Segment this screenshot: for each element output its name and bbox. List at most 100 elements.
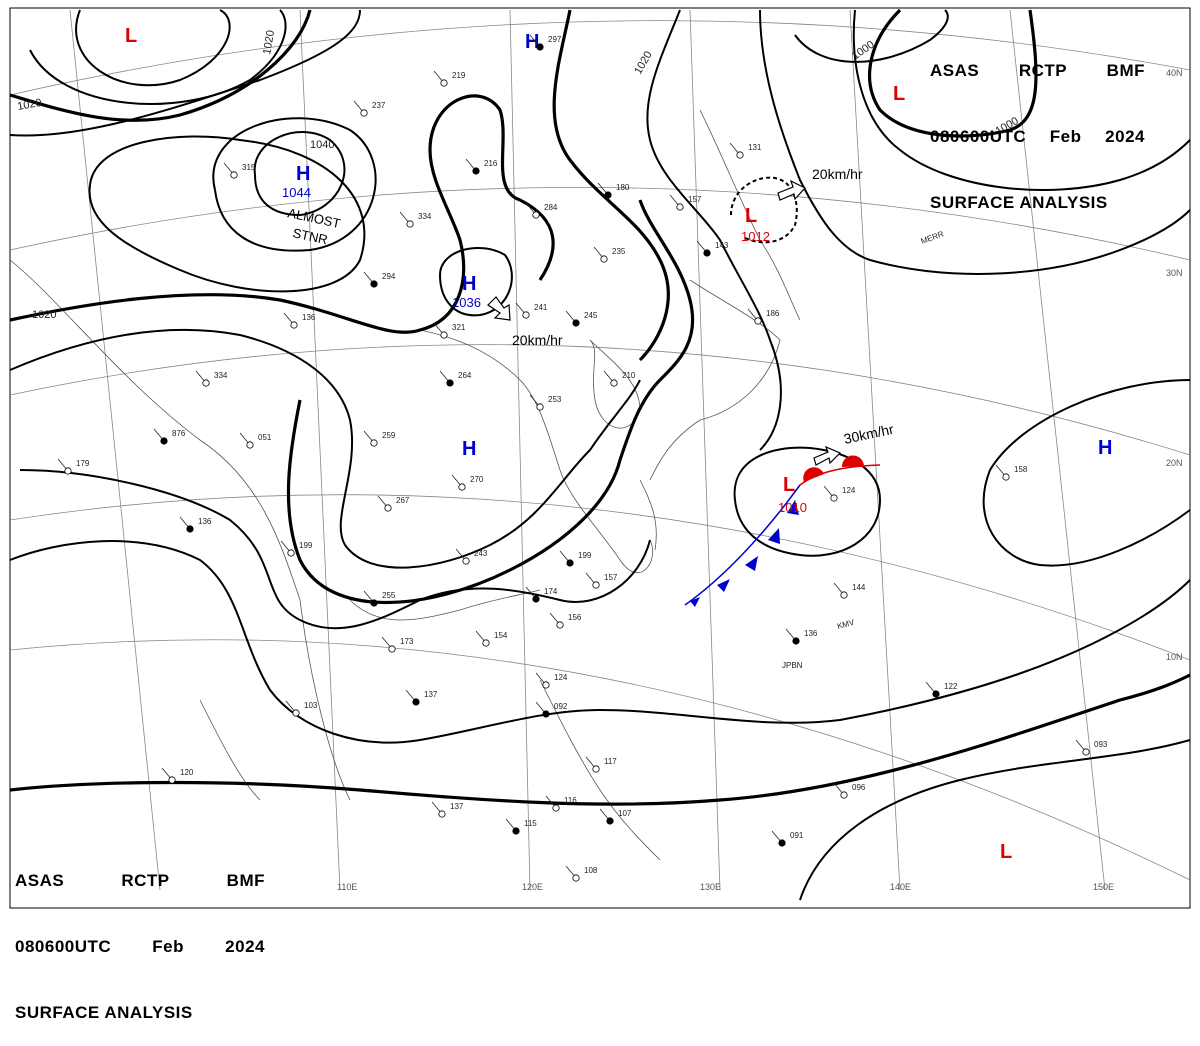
station-pressure-value: 116 [564,796,577,805]
station-pressure-value: 137 [450,802,464,811]
header-center: RCTP [1018,61,1068,80]
station-pressure-value: 117 [604,757,617,766]
latitude-label: 40N [1166,68,1183,78]
station-pressure-value: 199 [578,551,592,560]
header-product: SURFACE ANALYSIS [930,193,1108,212]
station-pressure-value: 124 [842,486,856,495]
station-plot: 315 [223,162,256,179]
station-pressure-value: 284 [544,203,558,212]
station-cloud-cover-icon [384,504,392,512]
graticule [9,9,1191,891]
longitude-label: 140E [890,882,911,892]
station-pressure-value: 115 [524,819,537,828]
high-pressure-symbol: H [525,31,539,53]
station-name: KMV [836,618,856,631]
station-cloud-cover-icon [202,379,210,387]
station-pressure-value: 264 [458,371,472,380]
longitude-label: 110E [337,882,357,892]
station-cloud-cover-icon [566,559,574,567]
station-cloud-cover-icon [440,331,448,339]
station-plot: 157 [669,194,702,211]
station-cloud-cover-icon [778,839,786,847]
longitude-labels: 110E 120E 130E 140E 150E [337,882,1114,892]
station-pressure-value: 235 [612,247,626,256]
station-cloud-cover-icon [610,379,618,387]
station-cloud-cover-icon [230,171,238,179]
station-plot: 116 [545,795,577,812]
station-pressure-value: 136 [804,629,818,638]
station-cloud-cover-icon [360,109,368,117]
chart-header-top: ASAS RCTP BMF 080600UTC Feb 2024 SURFACE… [930,16,1145,236]
station-plot: 136 [785,628,818,645]
station-pressure-value: 137 [424,690,438,699]
low-pressure-value: 1010 [778,500,807,515]
station-pressure-value: 103 [304,701,318,710]
station-plot: 294 [363,271,396,288]
station-cloud-cover-icon [542,710,550,718]
station-pressure-value: 270 [470,475,484,484]
high-pressure-symbol: H [462,438,476,460]
longitude-label: 130E [700,882,721,892]
header-office: BMF [1106,61,1145,80]
station-pressure-value: 144 [852,583,866,592]
low-pressure-symbol: L [1000,841,1012,863]
coastlines [9,109,801,861]
station-plot: 253 [529,394,562,411]
station-pressure-value: 237 [372,101,386,110]
station-cloud-cover-icon [1002,473,1010,481]
station-pressure-value: 210 [622,371,636,380]
station-plot: 219 [433,70,466,87]
station-cloud-cover-icon [536,403,544,411]
station-cloud-cover-icon [532,595,540,603]
map-frame [9,7,1191,909]
station-cloud-cover-icon [522,311,530,319]
station-plot: 173 [381,636,414,653]
header-center: RCTP [121,871,170,890]
station-plot: 143 [696,240,729,257]
high-pressure-value: 1036 [452,295,481,310]
latitude-labels: 40N 30N 20N 10N [1166,68,1183,662]
station-cloud-cover-icon [287,549,295,557]
station-pressure-value: 255 [382,591,396,600]
station-pressure-value: 334 [214,371,228,380]
station-plot: 334 [399,211,432,228]
station-plot: 137 [431,801,464,818]
isobar-label: 1040 [310,139,334,151]
station-cloud-cover-icon [703,249,711,257]
station-pressure-value: 120 [180,768,194,777]
station-cloud-cover-icon [572,874,580,882]
station-cloud-cover-icon [292,709,300,717]
station-cloud-cover-icon [160,437,168,445]
low-pressure-symbol: L [783,474,795,496]
isobar-label: 1020 [32,309,56,321]
station-cloud-cover-icon [840,791,848,799]
station-pressure-value: 219 [452,71,466,80]
station-plot: 091 [771,830,804,847]
station-plot: 199 [280,540,313,557]
station-pressure-value: 107 [618,809,632,818]
station-cloud-cover-icon [446,379,454,387]
station-plot: 876 [153,428,186,445]
station-plot: 334 [195,370,228,387]
station-cloud-cover-icon [370,599,378,607]
station-pressure-value: 216 [484,159,498,168]
station-pressure-value: 051 [258,433,272,442]
station-plot: 284 [525,202,558,219]
high-pressure-value: 1044 [282,185,311,200]
pressure-centers: L H H 1044 H 1036 L L 1012 H L 1010 H L [125,25,1112,863]
low-pressure-symbol: L [893,83,905,105]
station-plot: 158 [995,464,1028,481]
station-cloud-cover-icon [536,43,544,51]
station-cloud-cover-icon [370,280,378,288]
station-plot: 107 [599,808,632,825]
header-time: 080600UTC [930,127,1027,146]
header-year: 2024 [225,937,265,956]
station-pressure-value: 259 [382,431,396,440]
isobars [9,8,1191,901]
station-plot: 051 [239,432,272,449]
station-plot: 267 [377,495,410,512]
station-pressure-value: 092 [554,702,568,711]
station-cloud-cover-icon [370,439,378,447]
station-cloud-cover-icon [440,79,448,87]
movement-speed-label: 20km/hr [512,332,563,348]
